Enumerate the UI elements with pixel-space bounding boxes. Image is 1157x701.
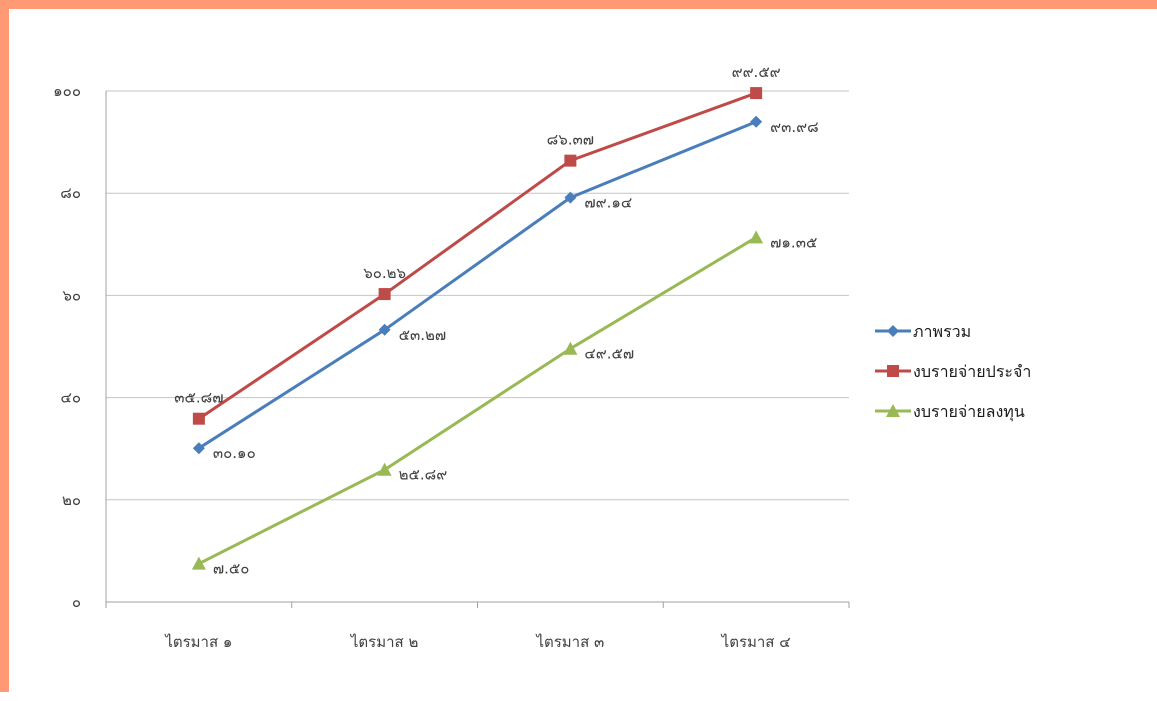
legend-label: ภาพรวม (913, 322, 971, 341)
data-point-marker (191, 556, 206, 570)
legend-marker-1 (887, 325, 899, 337)
x-tick-label: ไตรมาส ๔ (721, 633, 791, 651)
data-point-marker (192, 442, 205, 455)
data-label: ๓๕.๘๗ (174, 389, 223, 407)
data-label: ๗.๕๐ (213, 560, 250, 578)
data-point-marker (564, 191, 577, 204)
legend-marker-3 (886, 404, 900, 417)
y-tick-label: ๘๐ (60, 184, 81, 202)
y-tick-label: ๖๐ (62, 286, 81, 304)
data-point-marker (192, 412, 205, 425)
data-point-marker (563, 341, 578, 355)
data-point-marker (750, 87, 763, 100)
data-label: ๓๐.๑๐ (213, 444, 256, 462)
x-tick-label: ไตรมาส ๑ (164, 633, 232, 651)
series-line-3 (198, 236, 757, 566)
data-label: ๖๐.๒๖ (363, 264, 406, 282)
x-tick-label: ไตรมาส ๓ (535, 633, 604, 651)
y-tick-label: ๐ (72, 593, 81, 611)
data-point-marker (377, 462, 392, 476)
data-label: ๔๙.๕๗ (584, 345, 634, 363)
x-tick-label: ไตรมาส ๒ (350, 633, 418, 651)
y-tick-label: ๔๐ (60, 389, 81, 407)
series-line-2 (198, 91, 757, 420)
data-point-marker (378, 288, 391, 301)
data-label: ๙๓.๙๘ (770, 118, 819, 136)
data-label: ๒๕.๘๙ (399, 466, 448, 484)
legend-marker-2 (887, 365, 899, 377)
data-point-marker (378, 323, 391, 336)
series-line-1 (198, 120, 757, 450)
data-point-marker (564, 154, 577, 167)
legend-label: งบรายจ่ายลงทุน (913, 402, 1025, 422)
data-point-marker (750, 115, 763, 128)
data-label: ๘๖.๓๗ (547, 131, 594, 149)
data-label: ๙๙.๕๙ (732, 63, 781, 81)
data-label: ๗๙.๑๔ (584, 194, 632, 212)
data-point-marker (749, 230, 764, 244)
legend-label: งบรายจ่ายประจำ (913, 362, 1031, 381)
data-label: ๕๓.๒๗ (399, 326, 447, 344)
data-label: ๗๑.๓๕ (770, 233, 817, 251)
y-tick-label: ๑๐๐ (53, 82, 81, 100)
y-tick-label: ๒๐ (62, 491, 81, 509)
